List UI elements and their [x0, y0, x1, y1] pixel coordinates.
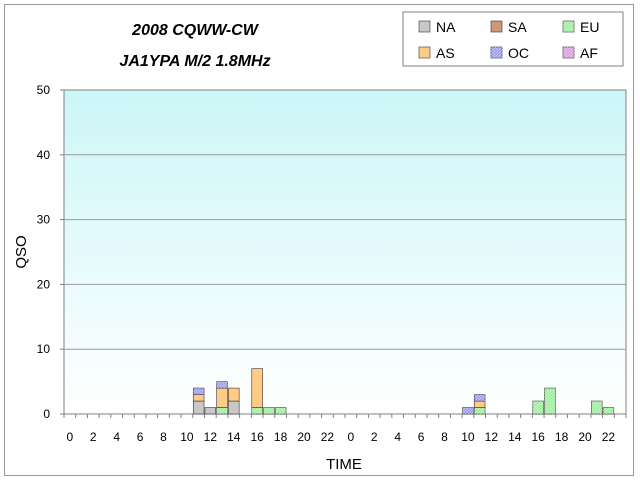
plot-area — [63, 89, 627, 415]
legend: NA SA EU AS OC AF — [402, 11, 624, 67]
x-tick-label: 6 — [418, 430, 425, 444]
x-tick-label: 2 — [371, 430, 378, 444]
x-tick-label: 22 — [602, 430, 616, 444]
x-tick-label: 12 — [204, 430, 218, 444]
y-tick-label: 30 — [37, 213, 51, 227]
x-tick-label: 2 — [90, 430, 97, 444]
bar-hatch — [462, 407, 474, 414]
bar-hatch — [532, 401, 544, 414]
x-axis-label: TIME — [326, 456, 362, 473]
legend-label-sa: SA — [508, 19, 527, 35]
bar-segment-as — [473, 400, 486, 408]
x-tick-label: 4 — [113, 430, 120, 444]
chart-title: 2008 CQWW-CW — [131, 22, 260, 39]
x-tick-label: 20 — [578, 430, 592, 444]
legend-swatch-sa — [490, 20, 503, 33]
x-tick-label: 14 — [508, 430, 522, 444]
x-tick-label: 10 — [461, 430, 475, 444]
x-tick-label: 18 — [555, 430, 569, 444]
x-tick-label: 12 — [485, 430, 499, 444]
bar-hatch — [474, 394, 486, 402]
x-axis-ticks: 0 2 4 6 8 10 12 14 16 18 20 22 0 2 4 6 8 10 12 14 16 18 20 22 — [63, 414, 627, 444]
x-tick-label: 16 — [251, 430, 265, 444]
y-axis-ticks: 0 10 20 30 40 50 — [37, 83, 64, 421]
y-tick-label: 0 — [43, 407, 50, 421]
bar-hatch — [263, 407, 275, 414]
legend-swatch-as — [418, 46, 431, 59]
x-tick-label: 0 — [67, 430, 74, 444]
bar-hatch — [216, 381, 228, 389]
x-tick-label: 20 — [297, 430, 311, 444]
legend-swatch-hatch — [563, 21, 574, 32]
x-tick-label: 14 — [227, 430, 241, 444]
y-axis-label: QSO — [13, 235, 30, 268]
bar-segment-as — [251, 368, 263, 408]
x-tick-label: 10 — [180, 430, 194, 444]
x-tick-label: 22 — [321, 430, 335, 444]
bar-segment-as — [228, 387, 240, 402]
bar-segment-na — [204, 407, 217, 415]
bar-segment-na — [228, 400, 240, 415]
bar-hatch — [544, 388, 556, 414]
bar-hatch — [216, 407, 228, 414]
x-tick-label: 0 — [348, 430, 355, 444]
legend-label-as: AS — [436, 45, 455, 61]
bar-segment-na — [192, 400, 205, 415]
legend-swatch-na — [418, 20, 431, 33]
legend-box — [402, 11, 624, 67]
x-tick-label: 18 — [274, 430, 288, 444]
bar-hatch — [474, 407, 486, 414]
legend-label-af: AF — [580, 45, 598, 61]
legend-label-eu: EU — [580, 19, 599, 35]
x-tick-label: 4 — [394, 430, 401, 444]
bar-hatch — [193, 388, 205, 395]
y-tick-label: 40 — [37, 148, 51, 162]
y-tick-label: 10 — [37, 342, 51, 356]
x-tick-label: 16 — [532, 430, 546, 444]
legend-swatch-hatch — [491, 47, 502, 58]
x-tick-label: 8 — [160, 430, 167, 444]
y-tick-label: 50 — [37, 83, 51, 97]
grid-lines — [64, 154, 626, 350]
x-tick-label: 6 — [137, 430, 144, 444]
chart-subtitle: JA1YPA M/2 1.8MHz — [119, 53, 270, 70]
bar-segment-as — [216, 387, 228, 408]
legend-swatch-hatch — [563, 47, 574, 58]
y-tick-label: 20 — [37, 277, 51, 291]
legend-label-na: NA — [436, 19, 456, 35]
bar-segment-as — [192, 394, 205, 402]
bar-hatch — [591, 401, 603, 414]
legend-label-oc: OC — [508, 45, 529, 61]
bar-hatch — [275, 407, 286, 414]
bar-hatch — [603, 407, 614, 414]
x-tick-label: 8 — [441, 430, 448, 444]
bar-hatch — [251, 407, 263, 414]
bars — [192, 368, 615, 415]
